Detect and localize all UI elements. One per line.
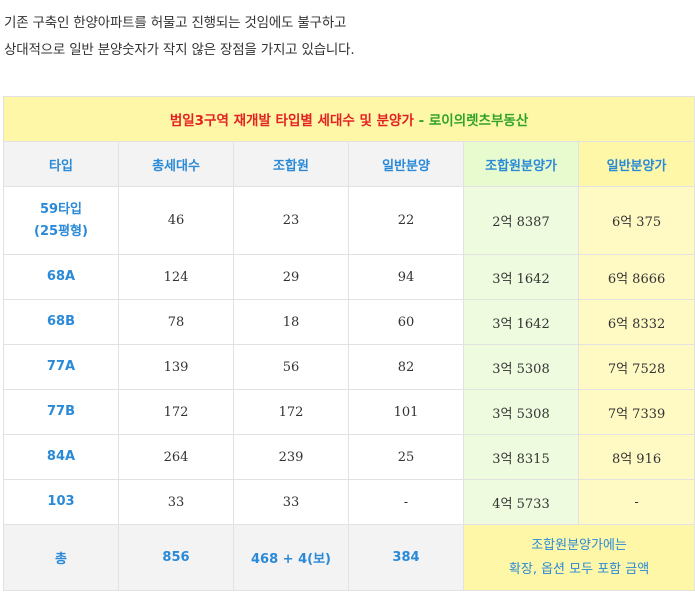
table-row: 68B 78 18 60 3억 1642 6억 8332 [3, 299, 695, 345]
general-cell: - [348, 479, 464, 525]
header-total: 총세대수 [118, 141, 234, 187]
member-cell: 33 [233, 479, 349, 525]
member-cell: 23 [233, 186, 349, 255]
table-row: 77A 139 56 82 3억 5308 7억 7528 [3, 344, 695, 390]
table-header-row: 타입 총세대수 조합원 일반분양 조합원분양가 일반분양가 [3, 141, 695, 187]
header-member: 조합원 [233, 141, 349, 187]
table-row: 84A 264 239 25 3억 8315 8억 916 [3, 434, 695, 480]
table-title-row: 범일3구역 재개발 타입별 세대수 및 분양가 - 로이의렛츠부동산 [2, 96, 695, 142]
header-member-price: 조합원분양가 [463, 141, 579, 187]
general-cell: 101 [348, 389, 464, 435]
intro-text: 기존 구축인 한양아파트를 허물고 진행되는 것임에도 불구하고 상대적으로 일… [4, 10, 684, 64]
note-line-2: 확장, 옵션 모두 포함 금액 [508, 561, 650, 577]
general-price-cell: 8억 916 [577, 434, 695, 480]
type-cell: 84A [3, 434, 119, 480]
type-line-2: (25평형) [34, 223, 88, 239]
header-general-price: 일반분양가 [577, 141, 695, 187]
intro-line-1: 기존 구축인 한양아파트를 허물고 진행되는 것임에도 불구하고 [4, 15, 347, 31]
total-cell: 172 [118, 389, 234, 435]
general-price-cell: 7억 7339 [577, 389, 695, 435]
member-cell: 18 [233, 299, 349, 345]
header-general: 일반분양 [348, 141, 464, 187]
price-table: 범일3구역 재개발 타입별 세대수 및 분양가 - 로이의렛츠부동산 타입 총세… [2, 96, 695, 591]
member-price-cell: 3억 5308 [463, 344, 579, 390]
type-cell: 68A [3, 254, 119, 300]
general-cell: 25 [348, 434, 464, 480]
general-cell: 60 [348, 299, 464, 345]
table-title: 범일3구역 재개발 타입별 세대수 및 분양가 - 로이의렛츠부동산 [2, 96, 695, 142]
type-cell: 59타입 (25평형) [3, 186, 119, 255]
table-row: 68A 124 29 94 3억 1642 6억 8666 [3, 254, 695, 300]
general-price-cell: - [577, 479, 695, 525]
table-row: 103 33 33 - 4억 5733 - [3, 479, 695, 525]
note-line-1: 조합원분양가에는 [531, 537, 627, 553]
member-cell: 239 [233, 434, 349, 480]
total-units: 856 [118, 524, 234, 591]
price-table-container: 범일3구역 재개발 타입별 세대수 및 분양가 - 로이의렛츠부동산 타입 총세… [2, 96, 695, 591]
member-cell: 29 [233, 254, 349, 300]
type-cell: 77A [3, 344, 119, 390]
general-price-cell: 6억 375 [577, 186, 695, 255]
title-part-red: 범일3구역 재개발 타 [169, 113, 288, 129]
member-price-cell: 2억 8387 [463, 186, 579, 255]
total-cell: 78 [118, 299, 234, 345]
general-price-cell: 6억 8666 [577, 254, 695, 300]
member-price-cell: 3억 8315 [463, 434, 579, 480]
type-cell: 103 [3, 479, 119, 525]
member-price-cell: 4억 5733 [463, 479, 579, 525]
intro-line-2: 상대적으로 일반 분양숫자가 작지 않은 장점을 가지고 있습니다. [4, 42, 355, 58]
member-price-cell: 3억 5308 [463, 389, 579, 435]
total-member: 468 + 4(보) [233, 524, 349, 591]
member-cell: 172 [233, 389, 349, 435]
member-cell: 56 [233, 344, 349, 390]
type-line-1: 59타입 [39, 201, 82, 217]
member-price-cell: 3억 1642 [463, 299, 579, 345]
table-row: 77B 172 172 101 3억 5308 7억 7339 [3, 389, 695, 435]
total-label: 총 [3, 524, 119, 591]
general-cell: 94 [348, 254, 464, 300]
total-cell: 139 [118, 344, 234, 390]
member-price-cell: 3억 1642 [463, 254, 579, 300]
type-cell: 77B [3, 389, 119, 435]
general-cell: 22 [348, 186, 464, 255]
general-price-cell: 7억 7528 [577, 344, 695, 390]
total-cell: 46 [118, 186, 234, 255]
header-type: 타입 [3, 141, 119, 187]
type-cell: 68B [3, 299, 119, 345]
table-row: 59타입 (25평형) 46 23 22 2억 8387 6억 375 [3, 186, 695, 255]
total-cell: 264 [118, 434, 234, 480]
title-part-mid: 입별 세대수 및 분양가 [287, 113, 414, 129]
general-price-cell: 6억 8332 [577, 299, 695, 345]
title-part-green: - 로이의렛츠부동산 [413, 113, 529, 129]
general-cell: 82 [348, 344, 464, 390]
total-cell: 33 [118, 479, 234, 525]
total-cell: 124 [118, 254, 234, 300]
total-general: 384 [348, 524, 464, 591]
